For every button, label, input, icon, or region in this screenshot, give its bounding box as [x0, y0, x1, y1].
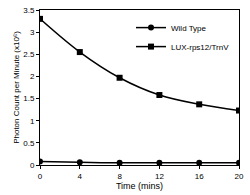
svg-text:3.5: 3.5 — [23, 6, 35, 15]
svg-text:LUX-rps12/TrnV: LUX-rps12/TrnV — [171, 43, 229, 52]
svg-text:1.5: 1.5 — [23, 94, 35, 103]
svg-text:0: 0 — [30, 161, 35, 170]
svg-text:Wild Type: Wild Type — [171, 24, 207, 33]
svg-text:0: 0 — [38, 172, 43, 181]
svg-text:0.5: 0.5 — [23, 139, 35, 148]
svg-text:4: 4 — [78, 172, 83, 181]
svg-text:Time (mins): Time (mins) — [116, 181, 163, 191]
svg-text:2.5: 2.5 — [23, 50, 35, 59]
svg-text:20: 20 — [235, 172, 244, 181]
svg-text:1: 1 — [30, 117, 35, 126]
svg-text:16: 16 — [195, 172, 204, 181]
svg-text:12: 12 — [155, 172, 164, 181]
svg-text:Photon Count per Minute (x10⁶): Photon Count per Minute (x10⁶) — [12, 31, 21, 144]
svg-text:3: 3 — [30, 28, 35, 37]
svg-text:8: 8 — [117, 172, 122, 181]
svg-text:2: 2 — [30, 72, 35, 81]
